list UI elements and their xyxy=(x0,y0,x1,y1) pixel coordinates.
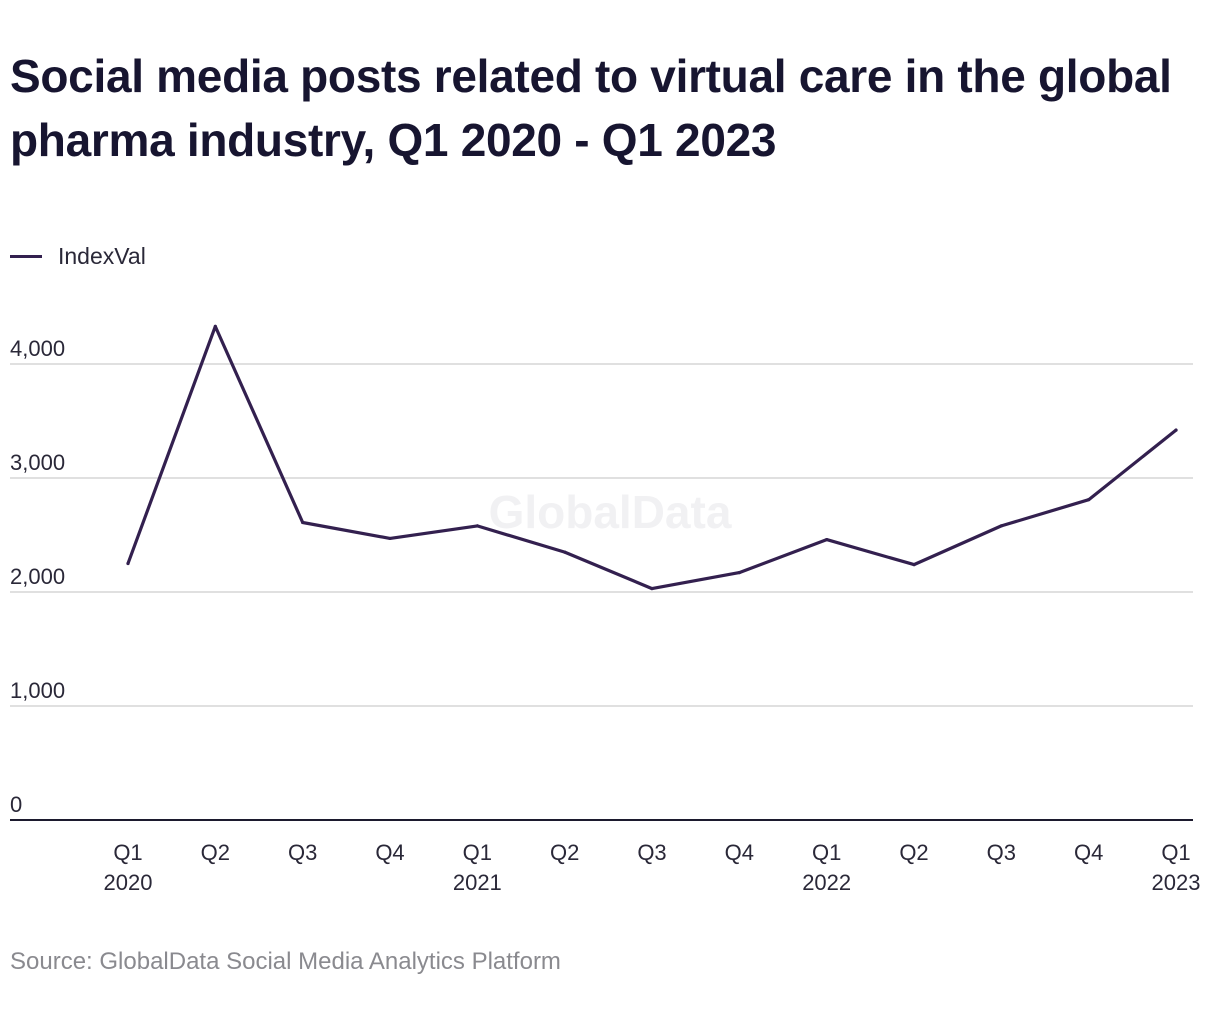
data-point xyxy=(1174,428,1178,432)
x-tick-label: Q1 xyxy=(1161,840,1190,865)
data-point xyxy=(912,563,916,567)
watermark: GlobalData xyxy=(489,486,732,538)
x-tick-year-label: 2022 xyxy=(802,870,851,895)
x-tick-label: Q3 xyxy=(987,840,1016,865)
y-tick-label: 1,000 xyxy=(10,678,65,703)
data-point xyxy=(213,324,217,328)
x-tick-label: Q2 xyxy=(899,840,928,865)
x-axis-ticks: Q1 2020 Q2 Q3 Q4 Q1 2021 Q2 Q3 Q4 Q1 2022 Q2 Q3 Q4 Q1 20… xyxy=(104,840,1201,895)
data-point xyxy=(825,537,829,542)
legend: IndexVal xyxy=(10,243,146,270)
legend-swatch xyxy=(10,255,42,258)
y-tick-label: 4,000 xyxy=(10,336,65,361)
x-tick-label: Q2 xyxy=(550,840,579,865)
x-tick-label: Q4 xyxy=(1074,840,1103,865)
x-tick-label: Q1 xyxy=(113,840,142,865)
x-tick-year-label: 2020 xyxy=(104,870,153,895)
data-point xyxy=(650,586,654,591)
legend-label: IndexVal xyxy=(58,243,146,269)
y-tick-label: 3,000 xyxy=(10,450,65,475)
data-point xyxy=(999,524,1003,528)
y-tick-label: 0 xyxy=(10,792,22,817)
x-tick-label: Q3 xyxy=(288,840,317,865)
x-tick-label: Q1 xyxy=(812,840,841,865)
x-tick-label: Q2 xyxy=(201,840,230,865)
data-point xyxy=(1087,498,1091,502)
series-line xyxy=(126,324,1178,591)
grid-layer xyxy=(10,363,1193,821)
data-point xyxy=(563,550,567,554)
data-point xyxy=(301,520,305,525)
x-tick-label: Q4 xyxy=(375,840,404,865)
data-point xyxy=(475,524,479,528)
data-point xyxy=(737,571,741,575)
x-tick-label: Q1 xyxy=(463,840,492,865)
x-tick-label: Q4 xyxy=(725,840,754,865)
data-point xyxy=(388,536,392,541)
x-tick-label: Q3 xyxy=(637,840,666,865)
data-point xyxy=(126,561,130,566)
y-axis-ticks: 0 1,000 2,000 3,000 4,000 xyxy=(10,336,65,817)
x-tick-year-label: 2023 xyxy=(1152,870,1201,895)
chart-title: Social media posts related to virtual ca… xyxy=(10,50,1172,166)
x-tick-year-label: 2021 xyxy=(453,870,502,895)
source-note: Source: GlobalData Social Media Analytic… xyxy=(10,948,561,975)
y-tick-label: 2,000 xyxy=(10,564,65,589)
series-layer xyxy=(126,324,1178,591)
